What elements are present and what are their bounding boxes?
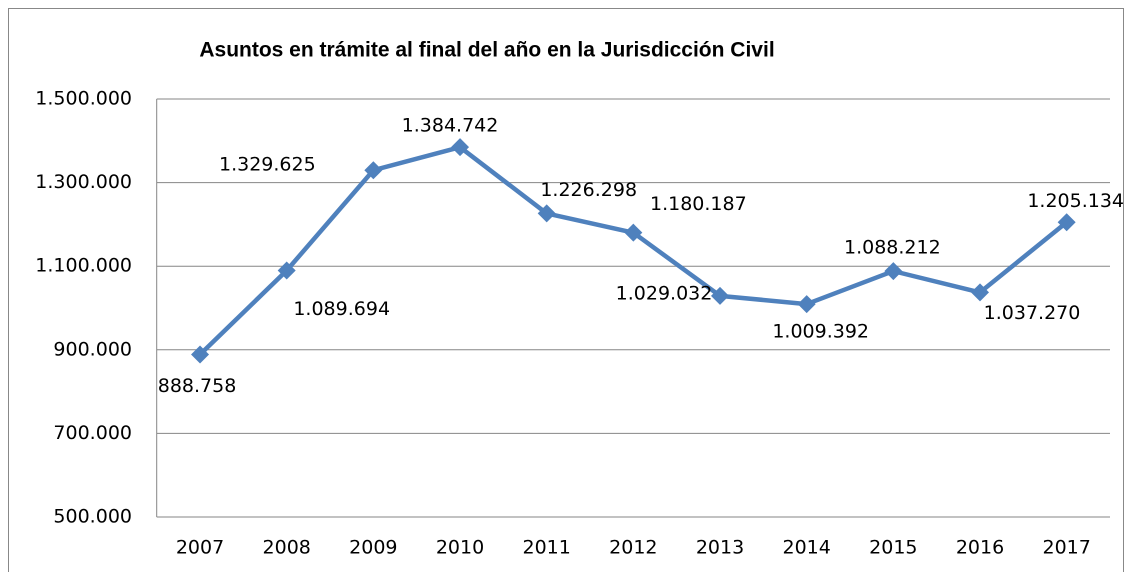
x-tick-label: 2007 [176, 537, 224, 559]
x-tick-label: 2016 [956, 537, 1004, 559]
marker [884, 262, 903, 281]
marker [711, 286, 730, 305]
marker [191, 345, 210, 364]
marker [451, 138, 470, 157]
data-label: 1.226.298 [540, 179, 637, 201]
chart-title: Asuntos en trámite al final del año en l… [199, 39, 774, 62]
y-tick-label: 900.000 [53, 338, 132, 360]
marker [797, 295, 816, 314]
chart-frame [8, 8, 1124, 572]
data-label: 1.009.392 [772, 321, 869, 343]
marker [971, 283, 990, 302]
data-label: 1.384.742 [402, 115, 499, 137]
data-label: 1.029.032 [616, 282, 713, 304]
marker [537, 204, 556, 223]
y-tick-label: 1.100.000 [35, 255, 132, 277]
x-tick-label: 2011 [523, 537, 571, 559]
x-tick-label: 2010 [436, 537, 484, 559]
marker [277, 261, 296, 280]
y-tick-label: 500.000 [53, 506, 132, 528]
x-tick-label: 2008 [263, 537, 311, 559]
y-tick-label: 1.300.000 [35, 171, 132, 193]
x-tick-label: 2013 [696, 537, 744, 559]
y-tick-label: 1.500.000 [35, 88, 132, 110]
x-tick-label: 2015 [869, 537, 917, 559]
y-tick-label: 700.000 [53, 422, 132, 444]
data-label: 1.089.694 [293, 298, 390, 320]
data-label: 888.758 [158, 375, 237, 397]
data-label: 1.037.270 [984, 302, 1081, 324]
data-label: 1.088.212 [844, 237, 941, 259]
data-label: 1.205.134 [1027, 190, 1124, 212]
x-tick-label: 2014 [782, 537, 830, 559]
x-tick-label: 2012 [609, 537, 657, 559]
marker [364, 161, 383, 180]
marker [624, 223, 643, 242]
x-tick-label: 2017 [1042, 537, 1090, 559]
data-label: 1.329.625 [219, 154, 316, 176]
marker [1057, 213, 1076, 232]
x-tick-label: 2009 [349, 537, 397, 559]
data-label: 1.180.187 [650, 193, 747, 215]
